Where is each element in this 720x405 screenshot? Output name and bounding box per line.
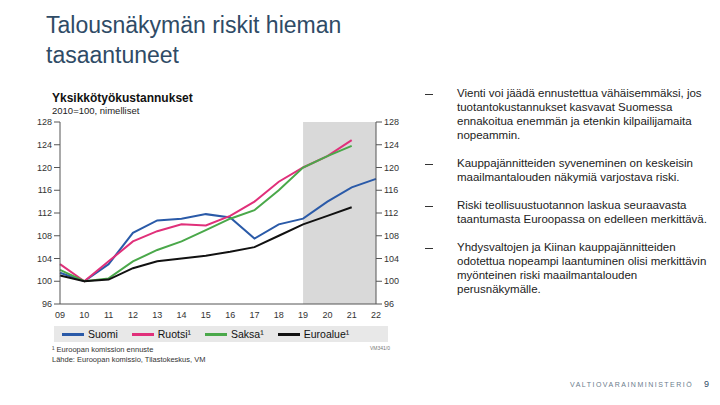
html-text:tasaantuneet: tasaantuneet: [46, 42, 179, 68]
svg-text:116: 116: [384, 185, 398, 195]
html-text:Suomi: Suomi: [88, 328, 118, 340]
html-text:9: 9: [704, 379, 709, 389]
svg-text:12: 12: [128, 310, 138, 320]
html-text:Euroalue¹: Euroalue¹: [303, 328, 350, 340]
svg-text:108: 108: [384, 231, 399, 241]
svg-text:19: 19: [298, 310, 308, 320]
html-text:Riski teollisuustuotannon lask: Riski teollisuustuotannon laskua seuraav…: [457, 199, 707, 225]
svg-text:15: 15: [201, 310, 211, 320]
svg-text:120: 120: [384, 163, 399, 173]
html-text:VALTIOVARAINMINISTERIÖ: VALTIOVARAINMINISTERIÖ: [570, 381, 694, 388]
svg-text:16: 16: [225, 310, 235, 320]
svg-text:100: 100: [37, 276, 52, 286]
html-text:Yhdysvaltojen ja Kiinan kauppa: Yhdysvaltojen ja Kiinan kauppajännitteid…: [457, 241, 707, 295]
html-text:Ruotsi¹: Ruotsi¹: [157, 328, 191, 340]
svg-text:17: 17: [249, 310, 259, 320]
html-text:VM341/0: VM341/0: [370, 345, 390, 351]
svg-text:128: 128: [37, 117, 52, 127]
html-text:Vienti voi jäädä ennustettua v: Vienti voi jäädä ennustettua vähäisemmäk…: [457, 87, 702, 141]
html-text:2010=100, nimelliset: 2010=100, nimelliset: [52, 105, 140, 116]
svg-text:96: 96: [42, 299, 52, 309]
svg-text:09: 09: [55, 310, 65, 320]
svg-text:10: 10: [79, 310, 89, 320]
svg-text:100: 100: [384, 276, 399, 286]
svg-text:14: 14: [177, 310, 187, 320]
html-text:¹ Euroopan komission ennuste: ¹ Euroopan komission ennuste: [52, 345, 154, 354]
html-text:Saksa¹: Saksa¹: [231, 328, 264, 340]
svg-text:22: 22: [371, 310, 381, 320]
html-text:Lähde: Euroopan komissio, Tila: Lähde: Euroopan komissio, Tilastokeskus,…: [52, 355, 206, 364]
svg-text:124: 124: [37, 140, 52, 150]
html-text:Kauppajännitteiden syveneminen: Kauppajännitteiden syveneminen on keskei…: [457, 157, 693, 183]
svg-text:120: 120: [37, 163, 52, 173]
svg-text:11: 11: [104, 310, 113, 320]
svg-text:112: 112: [38, 208, 52, 218]
svg-text:20: 20: [322, 310, 332, 320]
svg-text:116: 116: [38, 185, 52, 195]
svg-text:128: 128: [384, 117, 399, 127]
svg-text:124: 124: [384, 140, 399, 150]
svg-text:96: 96: [384, 299, 394, 309]
svg-text:18: 18: [274, 310, 284, 320]
html-text:Yksikkötyökustannukset: Yksikkötyökustannukset: [52, 91, 193, 105]
svg-text:104: 104: [384, 254, 399, 264]
svg-text:13: 13: [152, 310, 162, 320]
svg-text:21: 21: [347, 310, 357, 320]
svg-text:108: 108: [37, 231, 52, 241]
svg-text:104: 104: [37, 254, 52, 264]
html-text:Talousnäkymän riskit hieman: Talousnäkymän riskit hieman: [46, 12, 342, 38]
svg-text:112: 112: [384, 208, 398, 218]
